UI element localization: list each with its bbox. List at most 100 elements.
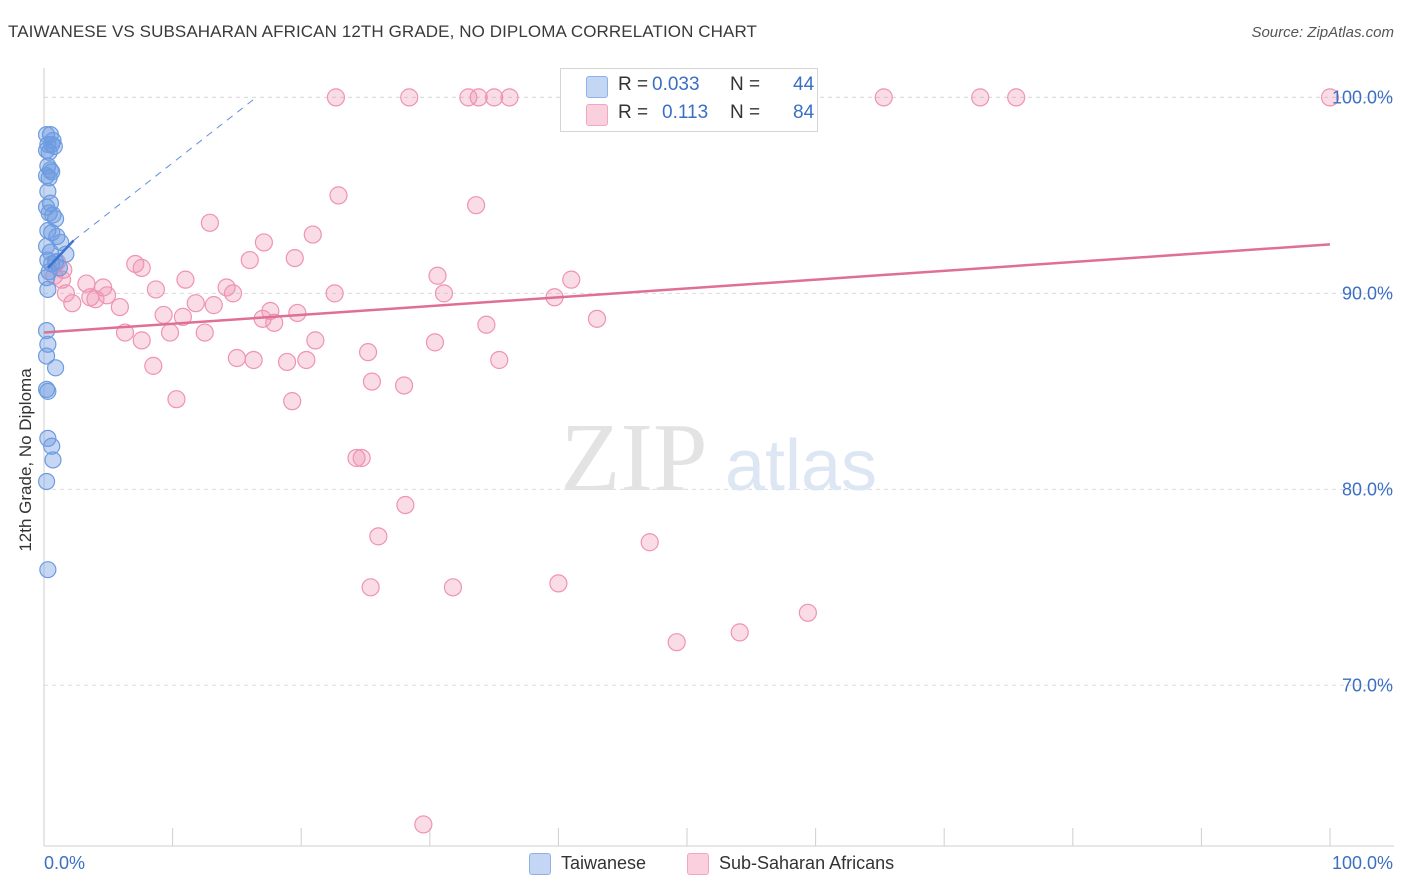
data-point-subsaharan-30 bbox=[562, 270, 581, 289]
data-point-subsaharan-0 bbox=[326, 88, 346, 107]
legend-swatch-subsaharan bbox=[586, 104, 608, 126]
legend-n-label: N = bbox=[730, 102, 761, 123]
data-point-subsaharan-63 bbox=[490, 350, 509, 370]
data-point-subsaharan-9 bbox=[971, 88, 990, 107]
data-point-subsaharan-16 bbox=[254, 233, 274, 252]
data-point-subsaharan-2 bbox=[459, 88, 478, 107]
legend-n-value-taiwanese: 44 bbox=[793, 74, 815, 95]
data-point-subsaharan-3 bbox=[469, 88, 488, 107]
data-point-subsaharan-27 bbox=[176, 270, 195, 289]
data-point-subsaharan-60 bbox=[244, 350, 263, 370]
watermark: ZIP atlas bbox=[561, 404, 878, 512]
data-point-subsaharan-14 bbox=[200, 213, 219, 232]
legend-r-label: R = bbox=[618, 74, 649, 95]
data-point-subsaharan-68 bbox=[283, 392, 302, 411]
x-tick-label-0: 0.0% bbox=[44, 853, 85, 873]
data-point-subsaharan-31 bbox=[56, 284, 75, 303]
data-point-subsaharan-65 bbox=[362, 372, 382, 391]
data-point-subsaharan-61 bbox=[277, 352, 297, 372]
bottom-legend-label-subsaharan: Sub-Saharan Africans bbox=[719, 853, 895, 873]
data-point-subsaharan-74 bbox=[361, 578, 380, 597]
legend-r-label: R = bbox=[618, 102, 649, 123]
data-point-subsaharan-15 bbox=[303, 225, 322, 244]
data-point-subsaharan-49 bbox=[265, 313, 284, 332]
trend-line-taiwanese bbox=[46, 239, 75, 269]
data-point-subsaharan-25 bbox=[77, 274, 96, 293]
legend-r-value-subsaharan: 0.113 bbox=[662, 102, 709, 123]
data-point-subsaharan-71 bbox=[396, 495, 415, 515]
data-point-subsaharan-44 bbox=[261, 301, 280, 321]
data-point-subsaharan-35 bbox=[223, 284, 243, 303]
data-point-subsaharan-12 bbox=[329, 186, 348, 205]
data-point-taiwanese-43 bbox=[39, 561, 57, 579]
y-tick-label-70: 70.0% bbox=[1342, 675, 1393, 695]
data-point-subsaharan-53 bbox=[160, 323, 180, 342]
data-point-subsaharan-8 bbox=[874, 88, 893, 107]
data-point-subsaharan-13 bbox=[466, 196, 486, 215]
data-point-subsaharan-36 bbox=[325, 284, 344, 303]
data-point-subsaharan-58 bbox=[358, 343, 378, 362]
legend-n-value-subsaharan: 84 bbox=[793, 102, 815, 123]
trend-lines bbox=[43, 97, 1331, 334]
data-point-subsaharan-80 bbox=[414, 815, 433, 834]
data-point-subsaharan-55 bbox=[132, 331, 151, 350]
data-point-taiwanese-32 bbox=[39, 280, 57, 299]
y-axis-title: 12th Grade, No Diploma bbox=[16, 368, 35, 552]
data-point-subsaharan-39 bbox=[63, 294, 82, 313]
data-point-subsaharan-4 bbox=[485, 88, 504, 107]
data-point-taiwanese-12 bbox=[43, 163, 61, 181]
data-point-taiwanese-38 bbox=[39, 382, 57, 400]
data-point-subsaharan-66 bbox=[394, 376, 414, 395]
data-point-subsaharan-56 bbox=[306, 331, 325, 350]
legend-r-value-taiwanese: 0.033 bbox=[652, 74, 700, 95]
x-tick-label-100: 100.0% bbox=[1332, 853, 1393, 873]
data-point-subsaharan-67 bbox=[167, 390, 186, 409]
data-point-subsaharan-79 bbox=[667, 633, 686, 652]
data-point-subsaharan-57 bbox=[425, 333, 445, 352]
data-point-subsaharan-69 bbox=[347, 448, 366, 468]
axes bbox=[43, 68, 1394, 847]
bottom-legend-swatch-taiwanese bbox=[529, 853, 551, 875]
data-point-subsaharan-50 bbox=[477, 315, 496, 334]
correlation-legend: R = 0.033 N = 44 R = 0.113 N = 84 bbox=[560, 68, 818, 132]
data-point-subsaharan-43 bbox=[204, 296, 223, 315]
data-point-taiwanese-7 bbox=[45, 137, 63, 155]
data-point-subsaharan-34 bbox=[146, 280, 165, 299]
source-credit: Source: ZipAtlas.com bbox=[1251, 24, 1394, 41]
data-point-taiwanese-29 bbox=[50, 259, 69, 277]
data-point-subsaharan-70 bbox=[352, 448, 371, 468]
data-point-subsaharan-33 bbox=[97, 286, 117, 305]
data-point-subsaharan-45 bbox=[288, 303, 307, 323]
watermark-zip: ZIP bbox=[561, 404, 708, 512]
trend-line-taiwanese-extension bbox=[73, 97, 257, 241]
data-point-subsaharan-76 bbox=[549, 574, 568, 593]
legend-n-label: N = bbox=[730, 74, 761, 95]
tick-labels: 70.0% 80.0% 90.0% 100.0% 0.0% 100.0% bbox=[44, 87, 1393, 873]
data-point-taiwanese-35 bbox=[37, 347, 56, 365]
legend-swatch-taiwanese bbox=[586, 76, 608, 98]
data-point-subsaharan-47 bbox=[173, 307, 192, 326]
grid-lines bbox=[44, 96, 1394, 686]
series-taiwanese-points bbox=[37, 126, 75, 579]
data-point-subsaharan-29 bbox=[428, 266, 447, 285]
watermark-atlas: atlas bbox=[725, 426, 877, 506]
data-point-subsaharan-59 bbox=[227, 348, 246, 368]
data-point-subsaharan-77 bbox=[798, 603, 817, 622]
data-point-subsaharan-51 bbox=[587, 309, 607, 328]
data-point-subsaharan-11 bbox=[1320, 88, 1340, 107]
data-point-taiwanese-36 bbox=[46, 359, 65, 377]
data-point-subsaharan-75 bbox=[443, 578, 463, 597]
data-point-subsaharan-54 bbox=[195, 323, 214, 342]
data-point-subsaharan-42 bbox=[186, 294, 205, 313]
data-point-subsaharan-1 bbox=[400, 88, 419, 107]
y-tick-label-100: 100.0% bbox=[1332, 87, 1393, 107]
data-point-subsaharan-10 bbox=[1007, 88, 1026, 107]
bottom-legend-label-taiwanese: Taiwanese bbox=[561, 853, 647, 873]
data-point-taiwanese-39 bbox=[39, 429, 57, 447]
data-point-taiwanese-41 bbox=[44, 451, 62, 469]
data-point-subsaharan-20 bbox=[132, 258, 151, 277]
data-point-subsaharan-46 bbox=[154, 305, 173, 325]
data-point-subsaharan-22 bbox=[285, 248, 304, 268]
data-point-taiwanese-42 bbox=[37, 472, 56, 491]
